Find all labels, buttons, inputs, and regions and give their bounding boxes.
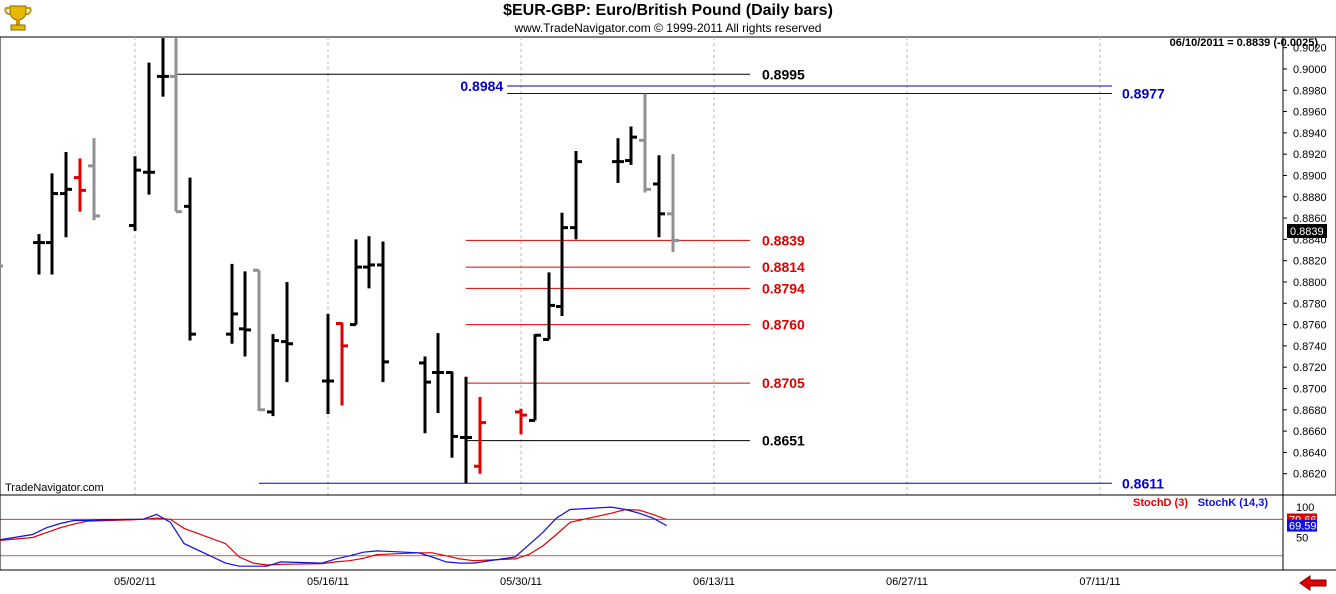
level-label-5: 0.8794 bbox=[762, 280, 805, 296]
ohlc-bar-06-02-11 bbox=[556, 212, 568, 317]
level-label-8: 0.8651 bbox=[762, 433, 805, 449]
ohlc-bar-05-17-11 bbox=[336, 322, 348, 406]
last-price-tag: 0.8839 bbox=[1290, 226, 1324, 238]
ohlc-bar-06-01-11 bbox=[543, 272, 555, 341]
y-tick-label-19: 0.8640 bbox=[1293, 447, 1327, 459]
ohlc-bar-05-04-11 bbox=[157, 38, 169, 97]
y-tick-label-11: 0.8800 bbox=[1293, 277, 1327, 289]
y-tick-label-13: 0.8760 bbox=[1293, 320, 1327, 332]
y-tick-label-6: 0.8900 bbox=[1293, 170, 1327, 182]
y-tick-label-4: 0.8940 bbox=[1293, 128, 1327, 140]
level-label-9: 0.8611 bbox=[1122, 475, 1164, 491]
ohlc-bar-04-22-11 bbox=[0, 264, 3, 268]
price-panel bbox=[0, 36, 1336, 496]
title-bar: $EUR-GBP: Euro/British Pound (Daily bars… bbox=[0, 0, 1336, 36]
ohlc-bar-06-07-11 bbox=[625, 126, 637, 165]
ohlc-bar-04-26-11 bbox=[46, 173, 58, 275]
ohlc-bar-04-28-11 bbox=[74, 158, 86, 212]
price-panel-border bbox=[0, 36, 1284, 496]
y-tick-label-0: 0.9020 bbox=[1293, 43, 1327, 55]
ohlc-bar-06-06-11 bbox=[612, 138, 624, 183]
ohlc-bar-05-30-11 bbox=[515, 408, 527, 435]
ohlc-bar-05-09-11 bbox=[226, 263, 238, 344]
stoch-panel-border bbox=[0, 494, 1284, 571]
stochd-legend: StochD (3) bbox=[1133, 497, 1188, 509]
stoch-last-tag-1: 69.59 bbox=[1289, 521, 1317, 533]
stoch-series-1 bbox=[0, 506, 667, 567]
x-tick-label-3: 06/13/11 bbox=[693, 576, 735, 588]
ohlc-bar-05-10-11 bbox=[239, 271, 251, 357]
ohlc-bar-06-10-11 bbox=[667, 154, 679, 253]
y-tick-label-7: 0.8880 bbox=[1293, 192, 1327, 204]
ohlc-bar-05-27-11 bbox=[474, 397, 486, 474]
stoch-last-tag-bg-1 bbox=[1287, 519, 1317, 532]
copyright-text: www.TradeNavigator.com © 1999-2011 All r… bbox=[514, 21, 822, 35]
level-label-6: 0.8760 bbox=[762, 317, 805, 333]
y-tick-label-2: 0.8980 bbox=[1293, 85, 1327, 97]
stoch-y-label-0: 100 bbox=[1296, 502, 1314, 514]
last-price-tag-bg bbox=[1287, 224, 1327, 238]
ohlc-bar-04-29-11 bbox=[88, 138, 100, 221]
ohlc-bars bbox=[0, 38, 679, 484]
ohlc-bar-06-09-11 bbox=[653, 155, 665, 238]
x-tick-label-4: 06/27/11 bbox=[886, 576, 928, 588]
ohlc-bar-05-31-11 bbox=[529, 333, 541, 422]
ohlc-bar-04-25-11 bbox=[33, 234, 45, 275]
ohlc-bar-05-18-11 bbox=[350, 239, 362, 327]
stochk-legend: StochK (14,3) bbox=[1198, 497, 1269, 509]
level-label-1: 0.8984 bbox=[460, 78, 503, 94]
date-axis: 05/02/11 05/16/11 05/30/11 06/13/11 06/27/11… bbox=[0, 569, 1336, 588]
ohlc-bar-05-02-11 bbox=[129, 156, 141, 231]
trophy-icon bbox=[4, 5, 32, 31]
y-tick-label-3: 0.8960 bbox=[1293, 107, 1327, 119]
x-tick-label-5: 07/11/11 bbox=[1079, 576, 1120, 588]
quote-readout: 06/10/2011 = 0.8839 (-0.0025) bbox=[1170, 37, 1319, 49]
ohlc-bar-05-06-11 bbox=[184, 177, 196, 341]
ohlc-bar-05-23-11 bbox=[419, 356, 431, 434]
stoch-series-0 bbox=[0, 508, 667, 566]
stochastic-panel: 100 50 bbox=[0, 494, 1314, 571]
ohlc-bar-05-26-11 bbox=[460, 376, 472, 484]
ohlc-bar-04-27-11 bbox=[60, 152, 72, 238]
y-tick-label-14: 0.8740 bbox=[1293, 341, 1327, 353]
price-levels: 0.8995 0.8984 0.8977 0.8839 0.8814 0.8794 0.87… bbox=[176, 66, 1165, 491]
ohlc-bar-05-05-11 bbox=[170, 38, 182, 214]
y-tick-label-5: 0.8920 bbox=[1293, 149, 1327, 161]
level-label-4: 0.8814 bbox=[762, 259, 805, 275]
price-axis-strip bbox=[1282, 36, 1336, 496]
ohlc-bar-05-25-11 bbox=[446, 371, 458, 458]
y-tick-label-16: 0.8700 bbox=[1293, 383, 1327, 395]
chart-title: $EUR-GBP: Euro/British Pound (Daily bars… bbox=[503, 2, 833, 19]
level-label-7: 0.8705 bbox=[762, 375, 805, 391]
ohlc-bar-05-19-11 bbox=[363, 236, 375, 289]
ohlc-bar-05-12-11 bbox=[267, 334, 279, 417]
y-tick-label-15: 0.8720 bbox=[1293, 362, 1327, 374]
ohlc-bar-05-13-11 bbox=[281, 281, 293, 383]
level-label-3: 0.8839 bbox=[762, 232, 805, 248]
y-tick-label-17: 0.8680 bbox=[1293, 405, 1327, 417]
ohlc-bar-06-08-11 bbox=[639, 93, 651, 193]
ohlc-bar-05-20-11 bbox=[377, 241, 389, 383]
ohlc-bar-05-03-11 bbox=[143, 62, 155, 195]
left-arrow-icon[interactable] bbox=[1299, 575, 1327, 591]
x-tick-label-1: 05/16/11 bbox=[307, 576, 349, 588]
x-tick-label-0: 05/02/11 bbox=[114, 576, 156, 588]
y-tick-label-1: 0.9000 bbox=[1293, 64, 1327, 76]
y-tick-label-8: 0.8860 bbox=[1293, 213, 1327, 225]
ohlc-bar-05-11-11 bbox=[253, 268, 265, 412]
x-tick-label-2: 05/30/11 bbox=[500, 576, 542, 588]
level-label-2: 0.8977 bbox=[1122, 85, 1165, 101]
ohlc-bar-06-03-11 bbox=[570, 150, 582, 240]
y-tick-label-10: 0.8820 bbox=[1293, 256, 1327, 268]
y-tick-label-12: 0.8780 bbox=[1293, 298, 1327, 310]
ohlc-bar-05-16-11 bbox=[322, 313, 334, 415]
watermark-text: TradeNavigator.com bbox=[5, 482, 104, 494]
stochastic-lines bbox=[0, 506, 667, 567]
y-tick-label-18: 0.8660 bbox=[1293, 426, 1327, 438]
stoch-y-label-1: 50 bbox=[1296, 533, 1308, 545]
y-tick-label-20: 0.8620 bbox=[1293, 469, 1327, 481]
level-label-0: 0.8995 bbox=[762, 66, 805, 82]
ohlc-bar-05-24-11 bbox=[432, 333, 444, 413]
